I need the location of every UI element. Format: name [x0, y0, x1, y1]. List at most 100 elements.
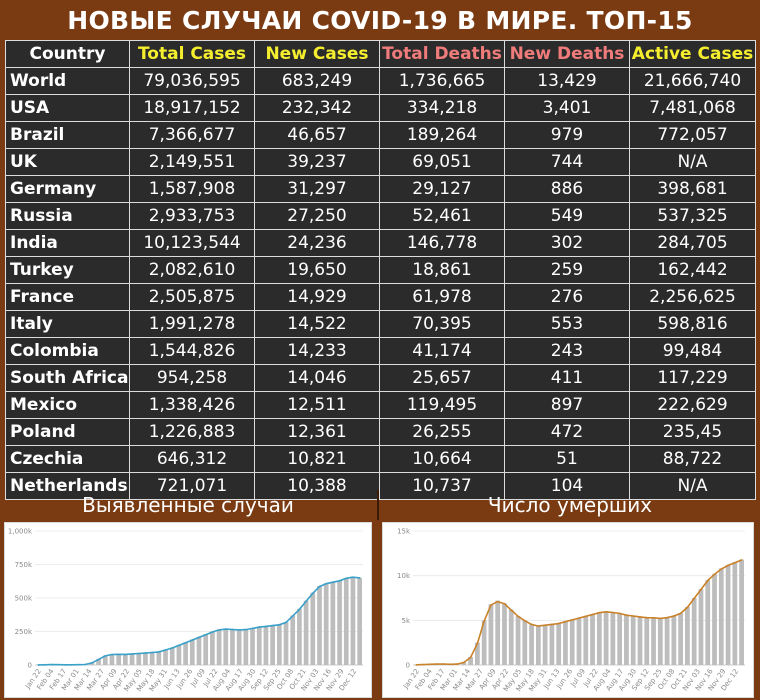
bar: [596, 612, 602, 665]
bar: [297, 608, 302, 665]
average-point: [496, 600, 499, 603]
average-point: [218, 628, 220, 631]
average-point: [469, 656, 472, 659]
bar: [357, 577, 362, 665]
average-point: [686, 606, 689, 609]
bar: [230, 629, 235, 665]
bar: [685, 606, 690, 665]
average-point: [231, 628, 234, 631]
average-point: [251, 627, 254, 630]
bar: [657, 618, 663, 665]
covid-table: Country Total Cases New Cases Total Deat…: [5, 40, 756, 500]
value-cell: 14,046: [254, 364, 380, 392]
bar: [712, 573, 717, 665]
value-cell: 31,297: [254, 175, 380, 203]
y-tick-label: 5k: [401, 617, 410, 625]
bar: [671, 615, 677, 665]
bar: [156, 651, 162, 665]
bar: [123, 654, 128, 665]
average-point: [124, 653, 127, 656]
bar: [502, 603, 507, 665]
value-cell: 61,978: [379, 283, 505, 311]
table-row: Italy 1,991,278 14,522 70,395 553 598,816: [5, 310, 756, 338]
average-point: [191, 639, 194, 641]
table-row: Colombia 1,544,826 14,233 41,174 243 99,484: [5, 337, 756, 365]
average-point: [550, 623, 553, 626]
average-point: [77, 663, 80, 666]
bar: [610, 612, 616, 665]
table-row: Turkey 2,082,610 19,650 18,861 259 162,442: [5, 256, 756, 284]
value-cell: 51: [504, 445, 630, 473]
bar: [109, 654, 115, 665]
country-cell: South Africa: [5, 364, 130, 392]
y-tick-label: 0: [406, 662, 410, 670]
value-cell: 1,991,278: [129, 310, 255, 338]
average-point: [238, 628, 241, 631]
bar: [176, 644, 182, 665]
value-cell: 235,45: [629, 418, 756, 446]
value-cell: 721,071: [129, 472, 255, 500]
value-cell: 472: [504, 418, 630, 446]
average-point: [706, 579, 709, 582]
value-cell: 398,681: [629, 175, 756, 203]
deaths-chart: 0 5k 10k 15k Jan 22 Feb 04 Feb 17 Mar 01 Mar 14 M…: [382, 522, 754, 698]
value-cell: 25,657: [379, 364, 505, 392]
average-point: [618, 612, 621, 615]
bar: [508, 609, 514, 665]
bar: [644, 617, 650, 665]
country-cell: Germany: [5, 175, 130, 203]
country-cell: Turkey: [5, 256, 130, 284]
average-point: [740, 559, 743, 561]
bar: [576, 617, 582, 665]
bar: [522, 620, 528, 665]
value-cell: 2,082,610: [129, 256, 255, 284]
average-point: [90, 661, 93, 664]
value-cell: 26,255: [379, 418, 505, 446]
header-total-deaths: Total Deaths: [379, 40, 505, 68]
country-cell: India: [5, 229, 130, 257]
country-cell: UK: [5, 148, 130, 176]
country-cell: Netherlands: [5, 472, 130, 500]
page-title: НОВЫЕ СЛУЧАИ COVID-19 В МИРЕ. ТОП-15: [67, 6, 693, 35]
bar: [263, 626, 269, 665]
table-row: USA 18,917,152 232,342 334,218 3,401 7,481,06…: [5, 94, 756, 122]
bar: [664, 617, 670, 665]
bar: [529, 623, 534, 665]
bar: [216, 629, 222, 665]
value-cell: 334,218: [379, 94, 505, 122]
average-point: [578, 617, 580, 619]
bar: [725, 564, 731, 665]
average-point: [224, 628, 227, 630]
bar: [535, 625, 541, 665]
average-point: [510, 609, 513, 611]
deaths-panel-title: Число умерших: [487, 493, 653, 517]
average-point: [352, 576, 354, 579]
country-cell: Czechia: [5, 445, 130, 473]
value-cell: 2,933,753: [129, 202, 255, 230]
bar: [189, 639, 195, 665]
bar: [569, 619, 575, 665]
value-cell: 7,366,677: [129, 121, 255, 149]
average-point: [37, 664, 40, 666]
average-point: [64, 663, 67, 666]
average-point: [659, 617, 662, 620]
bar: [183, 642, 188, 665]
bar: [678, 613, 684, 665]
value-cell: 117,229: [629, 364, 756, 392]
bar: [637, 616, 643, 665]
y-tick-label: 15k: [397, 528, 411, 536]
average-point: [70, 663, 73, 666]
average-point: [271, 624, 274, 627]
value-cell: 189,264: [379, 121, 505, 149]
value-cell: 646,312: [129, 445, 255, 473]
value-cell: 772,057: [629, 121, 756, 149]
country-cell: Colombia: [5, 337, 130, 365]
bar: [256, 626, 262, 665]
value-cell: 14,522: [254, 310, 380, 338]
average-point: [530, 623, 533, 626]
value-cell: 21,666,740: [629, 67, 756, 95]
bar: [89, 662, 95, 665]
country-cell: Poland: [5, 418, 130, 446]
country-cell: Russia: [5, 202, 130, 230]
